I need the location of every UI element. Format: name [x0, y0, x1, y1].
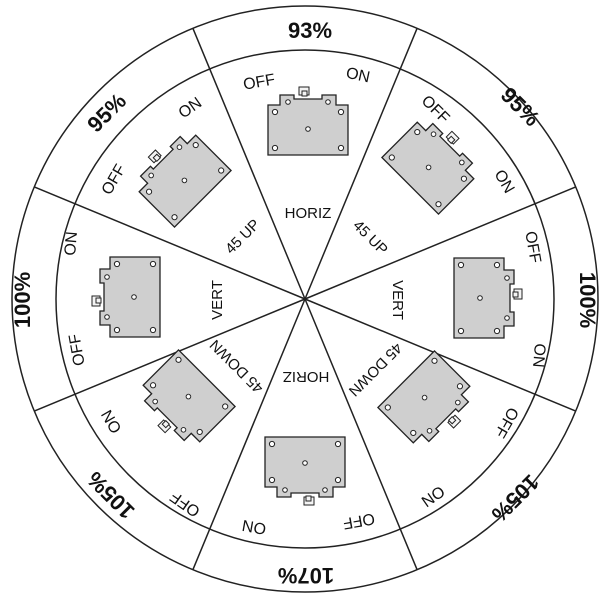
sector-top-right-percent: 95% — [496, 82, 545, 131]
sector-bottom-right-percent: 105% — [487, 470, 544, 527]
sector-top-right-on-label: ON — [491, 167, 518, 196]
sector-bottom-left-on-label: ON — [99, 407, 126, 436]
sector-top-orientation: HORIZ — [285, 205, 332, 222]
outer-ring — [11, 5, 599, 593]
sector-bottom-right-on-label: ON — [418, 482, 447, 510]
sector-divider-line — [304, 186, 576, 300]
sector-right: 100% OFF ON VERT — [389, 230, 600, 368]
sector-left-on-label: ON — [62, 231, 81, 256]
sector-top-left-off-label: OFF — [99, 161, 130, 197]
sector-left: 100% OFF ON VERT — [10, 231, 226, 367]
breaker-top-right — [381, 108, 488, 215]
sector-bottom-off-label: OFF — [341, 509, 376, 531]
breaker-top — [267, 86, 349, 156]
sector-top-off-label: OFF — [242, 71, 277, 93]
sector-divider-line — [34, 186, 306, 300]
sector-bottom-left: 105% OFF ON 45 DOWN — [82, 336, 267, 524]
inner-ring — [55, 49, 555, 549]
sector-divider-line — [304, 298, 576, 412]
sector-divider-line — [192, 28, 306, 300]
breaker-top-left — [125, 121, 232, 228]
sector-divider-line — [34, 298, 306, 412]
sector-bottom-left-percent: 105% — [82, 467, 139, 524]
sector-right-percent: 100% — [575, 272, 600, 328]
sector-left-percent: 100% — [10, 272, 35, 328]
sector-top-left-percent: 95% — [82, 88, 131, 137]
sector-bottom-left-off-label: OFF — [167, 487, 203, 519]
sector-bottom-percent: 107% — [278, 563, 334, 588]
breaker-bottom — [264, 436, 346, 506]
breaker-right — [453, 257, 523, 339]
sector-right-orientation: VERT — [389, 280, 406, 320]
sector-top-right-off-label: OFF — [418, 92, 453, 127]
sector-top-percent: 93% — [288, 18, 332, 43]
sector-left-off-label: OFF — [66, 332, 88, 367]
sector-top-right-orientation: 45 UP — [349, 217, 391, 259]
sector-top-left-on-label: ON — [176, 94, 205, 122]
sector-top-left-orientation: 45 UP — [222, 216, 264, 258]
sector-top-left: 95% OFF ON 45 UP — [82, 88, 263, 257]
sector-divider-line — [304, 28, 418, 300]
sector-divider-line — [192, 298, 306, 570]
sector-bottom-on-label: ON — [241, 516, 268, 537]
sector-bottom: 107% OFF ON HORIZ — [241, 368, 376, 588]
sector-top: 93% OFF ON HORIZ — [242, 18, 371, 222]
sector-bottom-orientation: HORIZ — [283, 368, 330, 385]
breaker-bottom-left — [129, 349, 236, 456]
wheel-outline — [11, 5, 599, 593]
sector-right-off-label: OFF — [521, 230, 543, 265]
sector-top-on-label: ON — [344, 65, 371, 87]
sector-top-right: 95% OFF ON 45 UP — [349, 82, 544, 258]
sector-bottom-right-off-label: OFF — [490, 404, 521, 440]
sector-divider-line — [304, 298, 418, 570]
sector-right-on-label: ON — [529, 343, 548, 368]
breaker-left — [91, 256, 161, 338]
sector-left-orientation: VERT — [209, 280, 226, 320]
